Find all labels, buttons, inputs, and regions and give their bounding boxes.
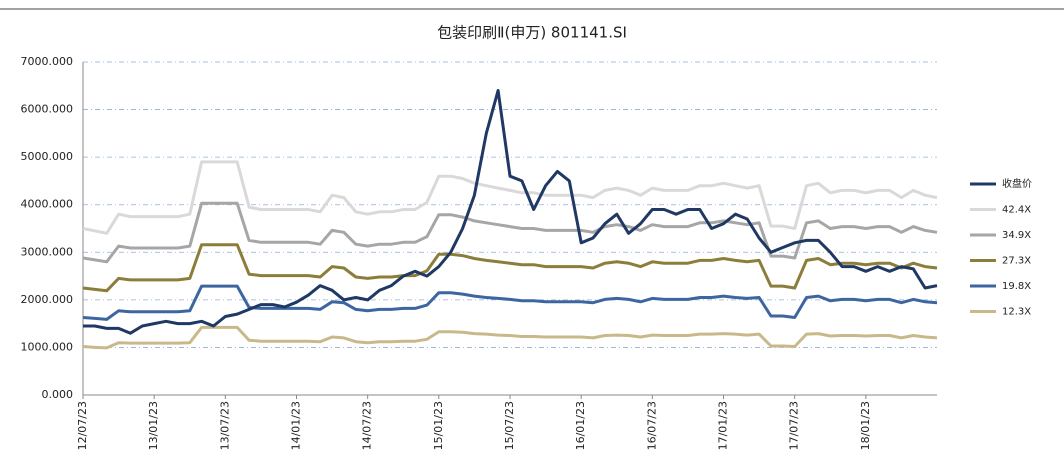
x-tick-label: 16/01/23 [574, 401, 587, 450]
x-tick-label: 15/07/23 [503, 401, 516, 450]
series-line [82, 284, 938, 321]
x-tick-label: 14/01/23 [290, 401, 303, 450]
y-tick-label: 1000.000 [21, 340, 74, 353]
x-tick-label: 16/07/23 [645, 401, 658, 450]
y-tick-label: 5000.000 [21, 150, 74, 163]
y-tick-label: 3000.000 [21, 245, 74, 258]
series-line [82, 201, 938, 264]
y-tick-label: 7000.000 [21, 55, 74, 68]
legend-label: 27.3X [1002, 256, 1031, 267]
series-line [82, 325, 938, 350]
x-tick-label: 12/07/23 [76, 401, 89, 450]
y-tick-label: 6000.000 [21, 103, 74, 116]
x-tick-label: 14/07/23 [361, 401, 374, 450]
series-line [82, 160, 938, 235]
legend-label: 19.8X [1002, 281, 1031, 292]
x-tick-label: 17/01/23 [717, 401, 730, 450]
legend-label: 42.4X [1002, 205, 1031, 216]
chart-title: 包装印刷Ⅱ(申万) 801141.SI [437, 24, 627, 42]
x-tick-label: 17/07/23 [788, 401, 801, 450]
x-tick-label: 13/01/23 [147, 401, 160, 450]
x-tick-label: 18/01/23 [859, 401, 872, 450]
series-line [82, 243, 938, 293]
legend-label: 收盘价 [1002, 177, 1032, 190]
y-tick-label: 2000.000 [21, 293, 74, 306]
x-tick-label: 13/07/23 [218, 401, 231, 450]
legend-label: 12.3X [1002, 307, 1031, 318]
legend-label: 34.9X [1002, 230, 1031, 241]
y-tick-label: 4000.000 [21, 198, 74, 211]
series-line [83, 89, 938, 335]
x-tick-label: 15/01/23 [432, 401, 445, 450]
y-tick-label: 0.000 [42, 388, 74, 401]
